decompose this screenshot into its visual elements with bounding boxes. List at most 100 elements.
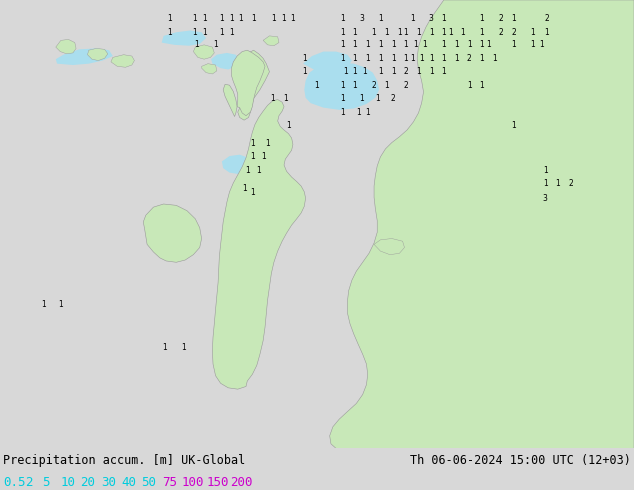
- Text: 5: 5: [42, 476, 50, 489]
- Text: 1: 1: [245, 166, 250, 175]
- Polygon shape: [374, 239, 404, 255]
- Text: 1: 1: [479, 81, 484, 90]
- Text: 2: 2: [511, 28, 516, 37]
- Text: 1: 1: [353, 28, 358, 37]
- Text: 1: 1: [270, 94, 275, 103]
- Text: Precipitation accum. [m] UK-Global: Precipitation accum. [m] UK-Global: [3, 454, 245, 467]
- Text: 1: 1: [271, 14, 276, 24]
- Text: 1: 1: [530, 40, 535, 49]
- Polygon shape: [111, 55, 134, 67]
- Text: 1: 1: [194, 40, 199, 49]
- Text: 1: 1: [265, 139, 270, 148]
- Text: 1: 1: [202, 14, 207, 24]
- Text: 10: 10: [60, 476, 75, 489]
- Text: 1: 1: [391, 67, 396, 76]
- Polygon shape: [193, 45, 214, 59]
- Text: 1: 1: [261, 152, 266, 161]
- Text: 1: 1: [250, 188, 255, 197]
- Text: 2: 2: [403, 81, 408, 90]
- Text: 1: 1: [340, 81, 345, 90]
- Text: 1: 1: [479, 54, 484, 63]
- Text: 1: 1: [181, 343, 186, 352]
- Text: 1: 1: [314, 81, 320, 90]
- Polygon shape: [56, 49, 113, 65]
- Text: 1: 1: [410, 54, 415, 63]
- Text: 2: 2: [568, 179, 573, 188]
- Text: 200: 200: [230, 476, 252, 489]
- Text: 1: 1: [397, 28, 402, 37]
- Polygon shape: [202, 64, 217, 74]
- Text: 1: 1: [283, 94, 288, 103]
- Text: 1: 1: [353, 40, 358, 49]
- Polygon shape: [162, 30, 206, 46]
- Text: 1: 1: [238, 14, 243, 24]
- Polygon shape: [330, 0, 634, 448]
- Text: 1: 1: [365, 54, 370, 63]
- Text: 0.5: 0.5: [3, 476, 25, 489]
- Text: 1: 1: [378, 14, 383, 24]
- Text: 1: 1: [281, 14, 286, 24]
- Text: 1: 1: [448, 28, 453, 37]
- Text: 1: 1: [441, 54, 446, 63]
- Text: 1: 1: [555, 179, 560, 188]
- Text: 1: 1: [378, 67, 383, 76]
- Text: 40: 40: [121, 476, 136, 489]
- Text: 2: 2: [391, 94, 396, 103]
- Polygon shape: [263, 36, 279, 46]
- Text: 1: 1: [460, 28, 465, 37]
- Polygon shape: [538, 189, 578, 208]
- Text: 1: 1: [403, 54, 408, 63]
- Text: 1: 1: [340, 108, 345, 117]
- Text: 1: 1: [353, 67, 358, 76]
- Text: 1: 1: [192, 28, 197, 37]
- Text: 1: 1: [441, 14, 446, 24]
- Text: 1: 1: [343, 67, 348, 76]
- Text: 1: 1: [429, 67, 434, 76]
- Text: 1: 1: [242, 184, 247, 193]
- Text: 1: 1: [356, 108, 361, 117]
- Text: 1: 1: [302, 67, 307, 76]
- Text: 1: 1: [544, 28, 549, 37]
- Text: 1: 1: [441, 28, 446, 37]
- Text: 1: 1: [441, 40, 446, 49]
- Text: 1: 1: [340, 14, 345, 24]
- Text: 1: 1: [492, 54, 497, 63]
- Text: 1: 1: [365, 40, 370, 49]
- Polygon shape: [303, 51, 352, 73]
- Text: 1: 1: [403, 28, 408, 37]
- Text: 2: 2: [467, 54, 472, 63]
- Text: 150: 150: [206, 476, 228, 489]
- Text: 1: 1: [403, 40, 408, 49]
- Text: 1: 1: [213, 40, 218, 49]
- Polygon shape: [444, 34, 500, 53]
- Text: 1: 1: [340, 54, 345, 63]
- Text: 1: 1: [359, 94, 364, 103]
- Text: 1: 1: [58, 300, 63, 309]
- Text: 1: 1: [467, 40, 472, 49]
- Text: 1: 1: [479, 28, 484, 37]
- Polygon shape: [56, 40, 76, 54]
- Text: 1: 1: [250, 152, 255, 161]
- Text: 1: 1: [372, 28, 377, 37]
- Text: 30: 30: [101, 476, 116, 489]
- Polygon shape: [222, 155, 250, 174]
- Text: 2: 2: [403, 67, 408, 76]
- Polygon shape: [235, 50, 269, 120]
- Text: 2: 2: [498, 28, 503, 37]
- Text: 1: 1: [353, 54, 358, 63]
- Text: 2: 2: [25, 476, 32, 489]
- Text: 1: 1: [416, 28, 421, 37]
- Text: 1: 1: [192, 14, 197, 24]
- Text: 3: 3: [429, 14, 434, 24]
- Text: 100: 100: [182, 476, 204, 489]
- Text: 1: 1: [540, 40, 545, 49]
- Text: 1: 1: [391, 40, 396, 49]
- Text: 1: 1: [251, 14, 256, 24]
- Text: 1: 1: [167, 14, 172, 24]
- Text: 1: 1: [391, 54, 396, 63]
- Text: 1: 1: [454, 54, 459, 63]
- Text: 1: 1: [429, 54, 434, 63]
- Text: 1: 1: [378, 54, 383, 63]
- Text: 1: 1: [167, 28, 172, 37]
- Text: 1: 1: [429, 28, 434, 37]
